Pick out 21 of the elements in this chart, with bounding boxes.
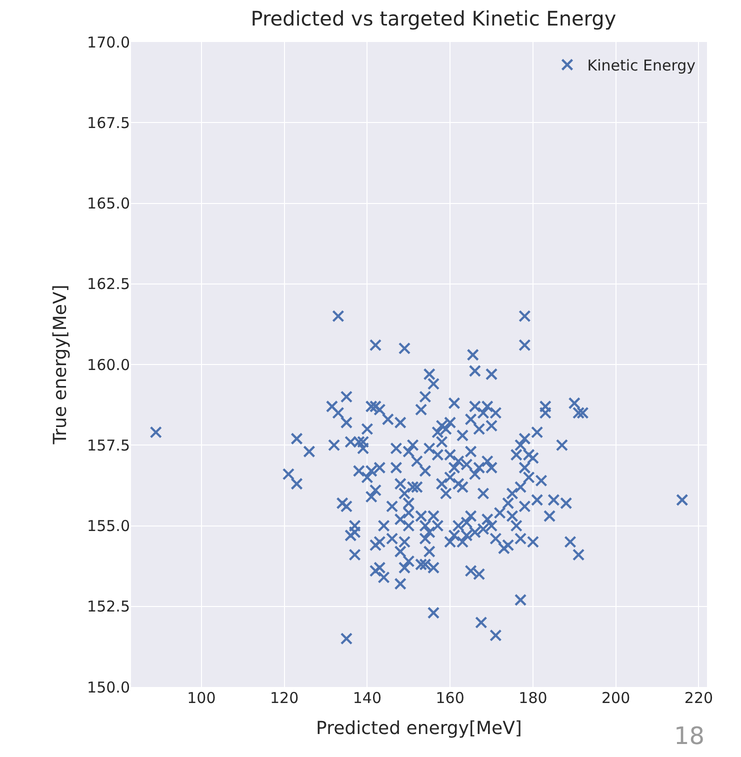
y-tick-label: 162.5 bbox=[87, 275, 130, 294]
text: 18 bbox=[674, 722, 705, 750]
y-tick-label: 157.5 bbox=[87, 436, 130, 454]
x-tick-label: 100 bbox=[187, 689, 216, 707]
y-tick-label: 152.5 bbox=[87, 598, 130, 616]
x-tick-label: 140 bbox=[352, 689, 382, 707]
x-tick-label: 220 bbox=[684, 689, 714, 707]
x-tick-label: 180 bbox=[518, 689, 548, 707]
y-tick-label: 167.5 bbox=[87, 114, 130, 132]
y-tick-label: 160.0 bbox=[87, 356, 130, 374]
y-axis-title: True energy[MeV] bbox=[50, 284, 72, 446]
x-tick-label: 120 bbox=[270, 689, 299, 707]
legend-label: Kinetic Energy bbox=[587, 56, 696, 75]
y-tick-label: 155.0 bbox=[87, 517, 130, 535]
y-tick-label: 170.0 bbox=[87, 33, 130, 52]
y-tick-label: 150.0 bbox=[87, 678, 130, 696]
y-tick-label: 165.0 bbox=[87, 194, 130, 212]
chart-title: Predicted vs targeted Kinetic Energy bbox=[250, 6, 616, 30]
x-axis-title: Predicted energy[MeV] bbox=[316, 718, 522, 740]
x-tick-label: 160 bbox=[436, 689, 464, 707]
x-tick-label: 200 bbox=[602, 689, 630, 707]
